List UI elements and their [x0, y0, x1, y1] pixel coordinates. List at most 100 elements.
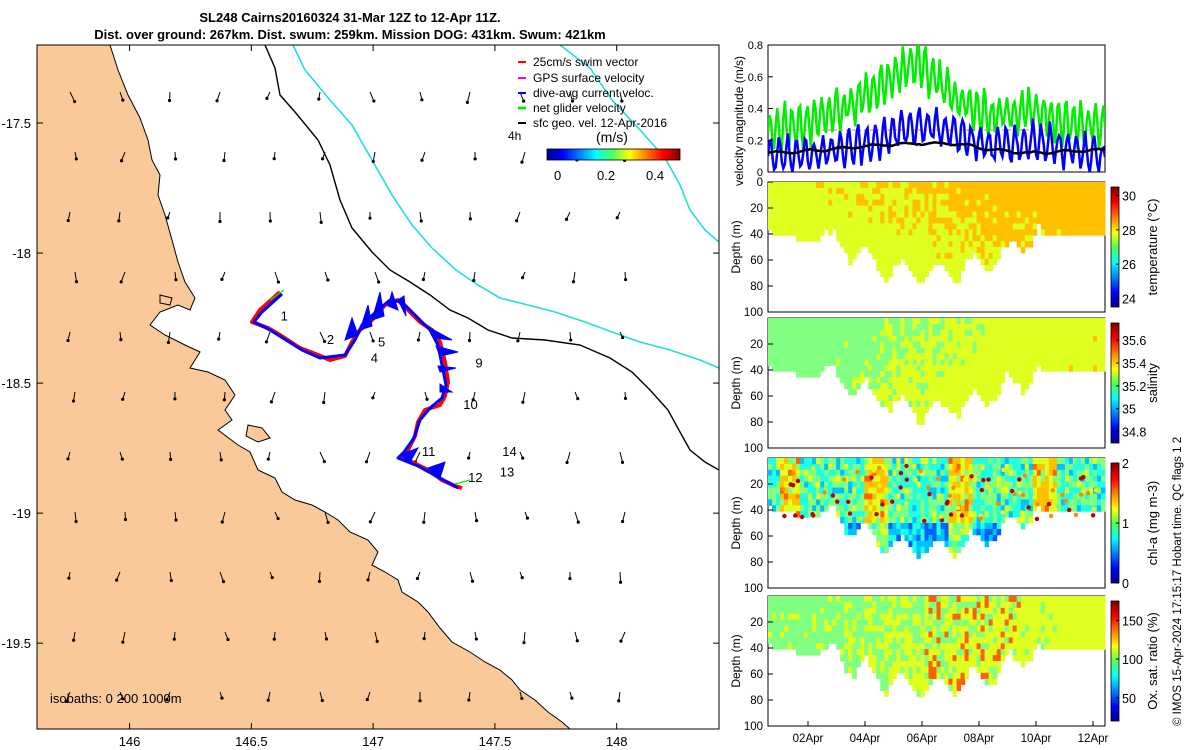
heatmap-cell — [900, 187, 905, 195]
heatmap-cell — [844, 187, 849, 195]
heatmap-cell — [980, 631, 986, 638]
heatmap-cell — [776, 505, 781, 512]
heatmap-cell — [872, 383, 877, 390]
heatmap-cell — [936, 347, 941, 354]
heatmap-cell — [876, 631, 881, 638]
heatmap-cell — [836, 223, 841, 230]
heatmap-cell — [1060, 223, 1066, 230]
heatmap-cell — [868, 193, 873, 201]
heatmap-cell — [896, 329, 901, 337]
heatmap-cell — [884, 365, 889, 372]
heatmap-cell — [844, 596, 849, 603]
heatmap-cell — [832, 458, 837, 465]
heatmap-cell — [908, 528, 913, 536]
arrow-head — [377, 280, 381, 284]
heatmap-cell — [788, 217, 793, 224]
heatmap-cell — [804, 371, 809, 378]
heatmap-cell — [1093, 187, 1098, 195]
heatmap-cell — [836, 371, 841, 378]
heatmap-cell — [876, 252, 881, 260]
heatmap-cell — [888, 182, 893, 189]
heatmap-cell — [876, 187, 881, 195]
heatmap-cell — [1020, 517, 1026, 524]
chl-sample-dot — [790, 483, 796, 488]
heatmap-cell — [860, 619, 865, 626]
heatmap-cell — [776, 613, 781, 621]
heatmap-cell — [788, 353, 793, 360]
heatmap-cell — [800, 493, 805, 500]
arrow-head — [117, 219, 121, 223]
heatmap-cell — [1040, 353, 1046, 360]
heatmap-cell — [776, 619, 781, 626]
heatmap-cell — [820, 229, 825, 236]
heatmap-cell — [828, 347, 833, 354]
heatmap-cell — [980, 211, 986, 218]
heatmap-cell — [920, 412, 925, 419]
map-y-tick-label: -19 — [12, 506, 31, 521]
heatmap-cell — [1020, 187, 1026, 195]
heatmap-cell — [896, 481, 901, 488]
heatmap-cell — [896, 205, 901, 212]
heatmap-cell — [1032, 341, 1038, 348]
heatmap-cell — [1064, 335, 1070, 343]
heatmap-cell — [856, 463, 861, 471]
heatmap-cell — [988, 394, 994, 402]
heatmap-cell — [1080, 187, 1086, 195]
heatmap-cell — [1048, 458, 1054, 465]
heatmap-cell — [912, 458, 917, 465]
heatmap-cell — [872, 517, 877, 524]
heatmap-cell — [1084, 458, 1090, 465]
heatmap-cell — [944, 487, 949, 494]
heatmap-cell — [964, 235, 970, 242]
heatmap-cell — [864, 365, 869, 372]
heatmap-cell — [952, 258, 957, 266]
heatmap-cell — [1084, 505, 1090, 512]
heatmap-cell — [956, 540, 962, 548]
heatmap-cell — [1101, 335, 1106, 343]
heatmap-cell — [844, 377, 849, 384]
heatmap-cell — [1008, 329, 1014, 337]
heatmap-cell — [880, 199, 885, 207]
heatmap-cell — [912, 365, 917, 372]
heatmap-cell — [832, 487, 837, 494]
heatmap-cell — [972, 511, 978, 518]
heatmap-cell — [880, 619, 885, 626]
heatmap-cell — [996, 631, 1002, 638]
heatmap-cell — [820, 347, 825, 354]
heatmap-cell — [776, 193, 781, 201]
heatmap-cell — [836, 217, 841, 224]
heatmap-cell — [1000, 613, 1006, 621]
heatmap-cell — [1101, 493, 1106, 500]
heatmap-cell — [936, 528, 941, 536]
heatmap-cell — [768, 347, 773, 354]
heatmap-cell — [952, 546, 957, 553]
heatmap-cell — [852, 631, 857, 638]
heatmap-cell — [1044, 469, 1050, 477]
heatmap-cell — [928, 499, 933, 506]
heatmap-cell — [1044, 493, 1050, 500]
heatmap-cell — [804, 625, 809, 632]
heatmap-cell — [912, 678, 917, 686]
heatmap-cell — [940, 371, 945, 378]
heatmap-cell — [864, 475, 869, 483]
chl-sample-dot — [912, 463, 917, 468]
heatmap-cell — [820, 505, 825, 512]
heatmap-cell — [912, 684, 917, 691]
heatmap-cell — [964, 229, 970, 236]
heatmap-cell — [1064, 643, 1070, 650]
heatmap-cell — [780, 493, 785, 500]
heatmap-cell — [820, 463, 825, 471]
heatmap-cell — [1064, 613, 1070, 621]
heatmap-cell — [892, 523, 897, 530]
heatmap-cell — [1032, 596, 1038, 603]
heatmap-cell — [804, 323, 809, 331]
heatmap-cell — [1084, 596, 1090, 603]
heatmap-cell — [964, 601, 970, 609]
heatmap-cell — [900, 637, 905, 644]
arrow-head — [121, 697, 125, 701]
heatmap-cell — [872, 487, 877, 494]
arrow-head — [623, 277, 628, 282]
heatmap-cell — [820, 365, 825, 372]
heatmap-cell — [964, 394, 970, 402]
heatmap-cell — [940, 223, 945, 230]
